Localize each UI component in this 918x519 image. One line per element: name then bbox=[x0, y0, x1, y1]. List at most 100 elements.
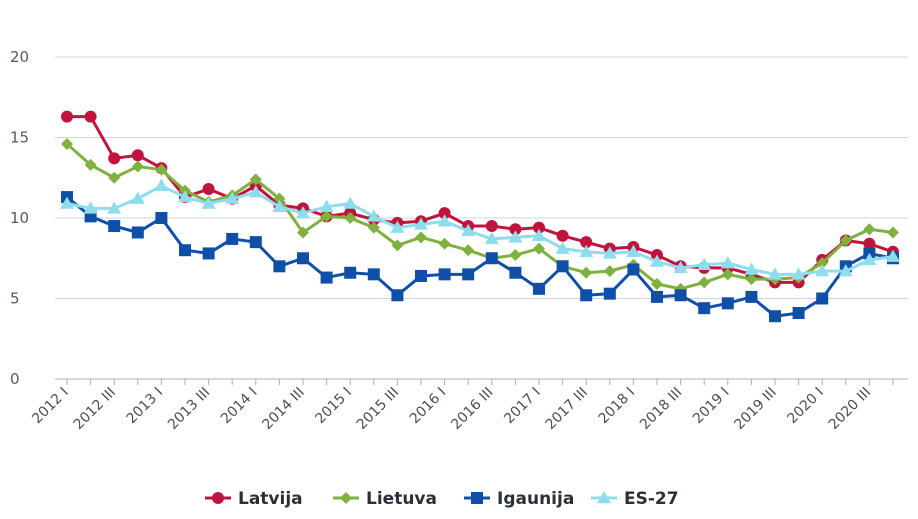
x-tick-label: 2015 I bbox=[312, 385, 355, 428]
data-point bbox=[863, 237, 876, 250]
x-tick-label: 2018 III bbox=[637, 385, 685, 433]
legend-item-es-27[interactable]: ES-27 bbox=[591, 489, 679, 509]
y-axis-labels: 0 5 10 15 20 bbox=[10, 48, 29, 388]
data-point bbox=[202, 183, 215, 196]
data-point bbox=[721, 268, 734, 281]
data-point bbox=[108, 152, 121, 165]
series-group bbox=[60, 110, 900, 323]
data-point bbox=[61, 110, 73, 123]
data-point bbox=[697, 257, 712, 270]
legend[interactable]: Latvija Lietuva Igaunija ES-27 bbox=[205, 489, 679, 509]
data-point bbox=[509, 249, 522, 262]
data-point bbox=[319, 199, 334, 212]
data-point bbox=[863, 223, 876, 236]
data-point bbox=[155, 163, 168, 176]
data-point bbox=[533, 221, 545, 234]
data-point bbox=[131, 160, 144, 173]
data-point bbox=[602, 246, 617, 259]
data-point bbox=[674, 289, 687, 302]
y-tick-label: 5 bbox=[10, 290, 20, 308]
data-point bbox=[603, 287, 616, 300]
x-tick-label: 2014 I bbox=[218, 385, 261, 428]
data-point bbox=[484, 231, 499, 245]
data-point bbox=[720, 256, 735, 269]
x-tick-label: 2019 III bbox=[731, 385, 779, 433]
data-point bbox=[438, 237, 451, 250]
legend-marker-diamond-icon bbox=[340, 492, 352, 504]
x-tick-label: 2014 III bbox=[259, 385, 307, 433]
data-point bbox=[391, 239, 404, 252]
data-point bbox=[179, 244, 191, 257]
data-point bbox=[838, 264, 853, 277]
legend-marker-triangle-icon bbox=[597, 491, 611, 504]
data-point bbox=[815, 264, 830, 277]
x-tick-label: 2016 III bbox=[448, 385, 496, 433]
series-line-es-27 bbox=[65, 184, 895, 276]
grid bbox=[55, 56, 908, 380]
x-tick-label: 2020 III bbox=[826, 385, 874, 433]
data-point bbox=[769, 310, 781, 323]
data-point bbox=[108, 171, 121, 184]
x-tick-label: 2017 III bbox=[543, 385, 591, 433]
series-es-27 bbox=[60, 178, 900, 280]
legend-item-igaunija[interactable]: Igaunija bbox=[464, 489, 574, 509]
data-point bbox=[698, 276, 711, 289]
data-point bbox=[107, 201, 122, 214]
x-tick-label: 2018 I bbox=[596, 385, 639, 428]
x-tick-label: 2016 I bbox=[407, 385, 450, 428]
data-point bbox=[366, 209, 381, 222]
data-point bbox=[225, 191, 240, 204]
data-point bbox=[391, 289, 404, 302]
data-point bbox=[555, 241, 570, 254]
data-point bbox=[768, 267, 782, 280]
x-tick-label: 2012 I bbox=[29, 385, 72, 428]
data-point bbox=[650, 254, 664, 267]
data-point bbox=[485, 220, 498, 233]
data-point bbox=[791, 267, 806, 280]
data-point bbox=[344, 266, 357, 279]
data-point bbox=[344, 212, 357, 224]
data-point bbox=[462, 268, 475, 281]
legend-label: Latvija bbox=[238, 489, 303, 509]
data-point bbox=[273, 260, 286, 273]
data-point bbox=[533, 242, 545, 255]
y-tick-label: 0 bbox=[10, 370, 20, 388]
data-point bbox=[343, 196, 358, 209]
y-tick-label: 10 bbox=[10, 209, 29, 227]
data-point bbox=[272, 199, 287, 212]
data-point bbox=[130, 191, 145, 204]
data-point bbox=[296, 206, 310, 219]
data-point bbox=[320, 210, 333, 223]
data-point bbox=[248, 185, 263, 198]
legend-label: Igaunija bbox=[497, 489, 574, 509]
data-point bbox=[249, 173, 262, 186]
data-point bbox=[226, 232, 239, 245]
data-point bbox=[414, 217, 428, 230]
legend-label: Lietuva bbox=[366, 489, 437, 509]
data-point bbox=[533, 282, 545, 295]
data-point bbox=[155, 212, 168, 224]
legend-item-lietuva[interactable]: Lietuva bbox=[333, 489, 437, 509]
data-point bbox=[886, 249, 900, 262]
x-tick-label: 2019 I bbox=[690, 385, 733, 428]
data-point bbox=[320, 271, 333, 284]
data-point bbox=[131, 226, 144, 239]
data-point bbox=[744, 262, 759, 275]
data-point bbox=[721, 297, 734, 310]
data-point bbox=[862, 252, 877, 266]
data-point bbox=[249, 236, 262, 249]
data-point bbox=[698, 302, 711, 315]
data-point bbox=[84, 158, 97, 171]
data-point bbox=[61, 137, 73, 150]
data-point bbox=[367, 221, 380, 234]
legend-item-latvija[interactable]: Latvija bbox=[205, 489, 303, 509]
data-point bbox=[201, 196, 216, 209]
data-point bbox=[390, 220, 405, 233]
data-point bbox=[462, 244, 475, 257]
data-point bbox=[673, 260, 688, 274]
data-point bbox=[154, 178, 169, 192]
data-point bbox=[579, 244, 594, 258]
